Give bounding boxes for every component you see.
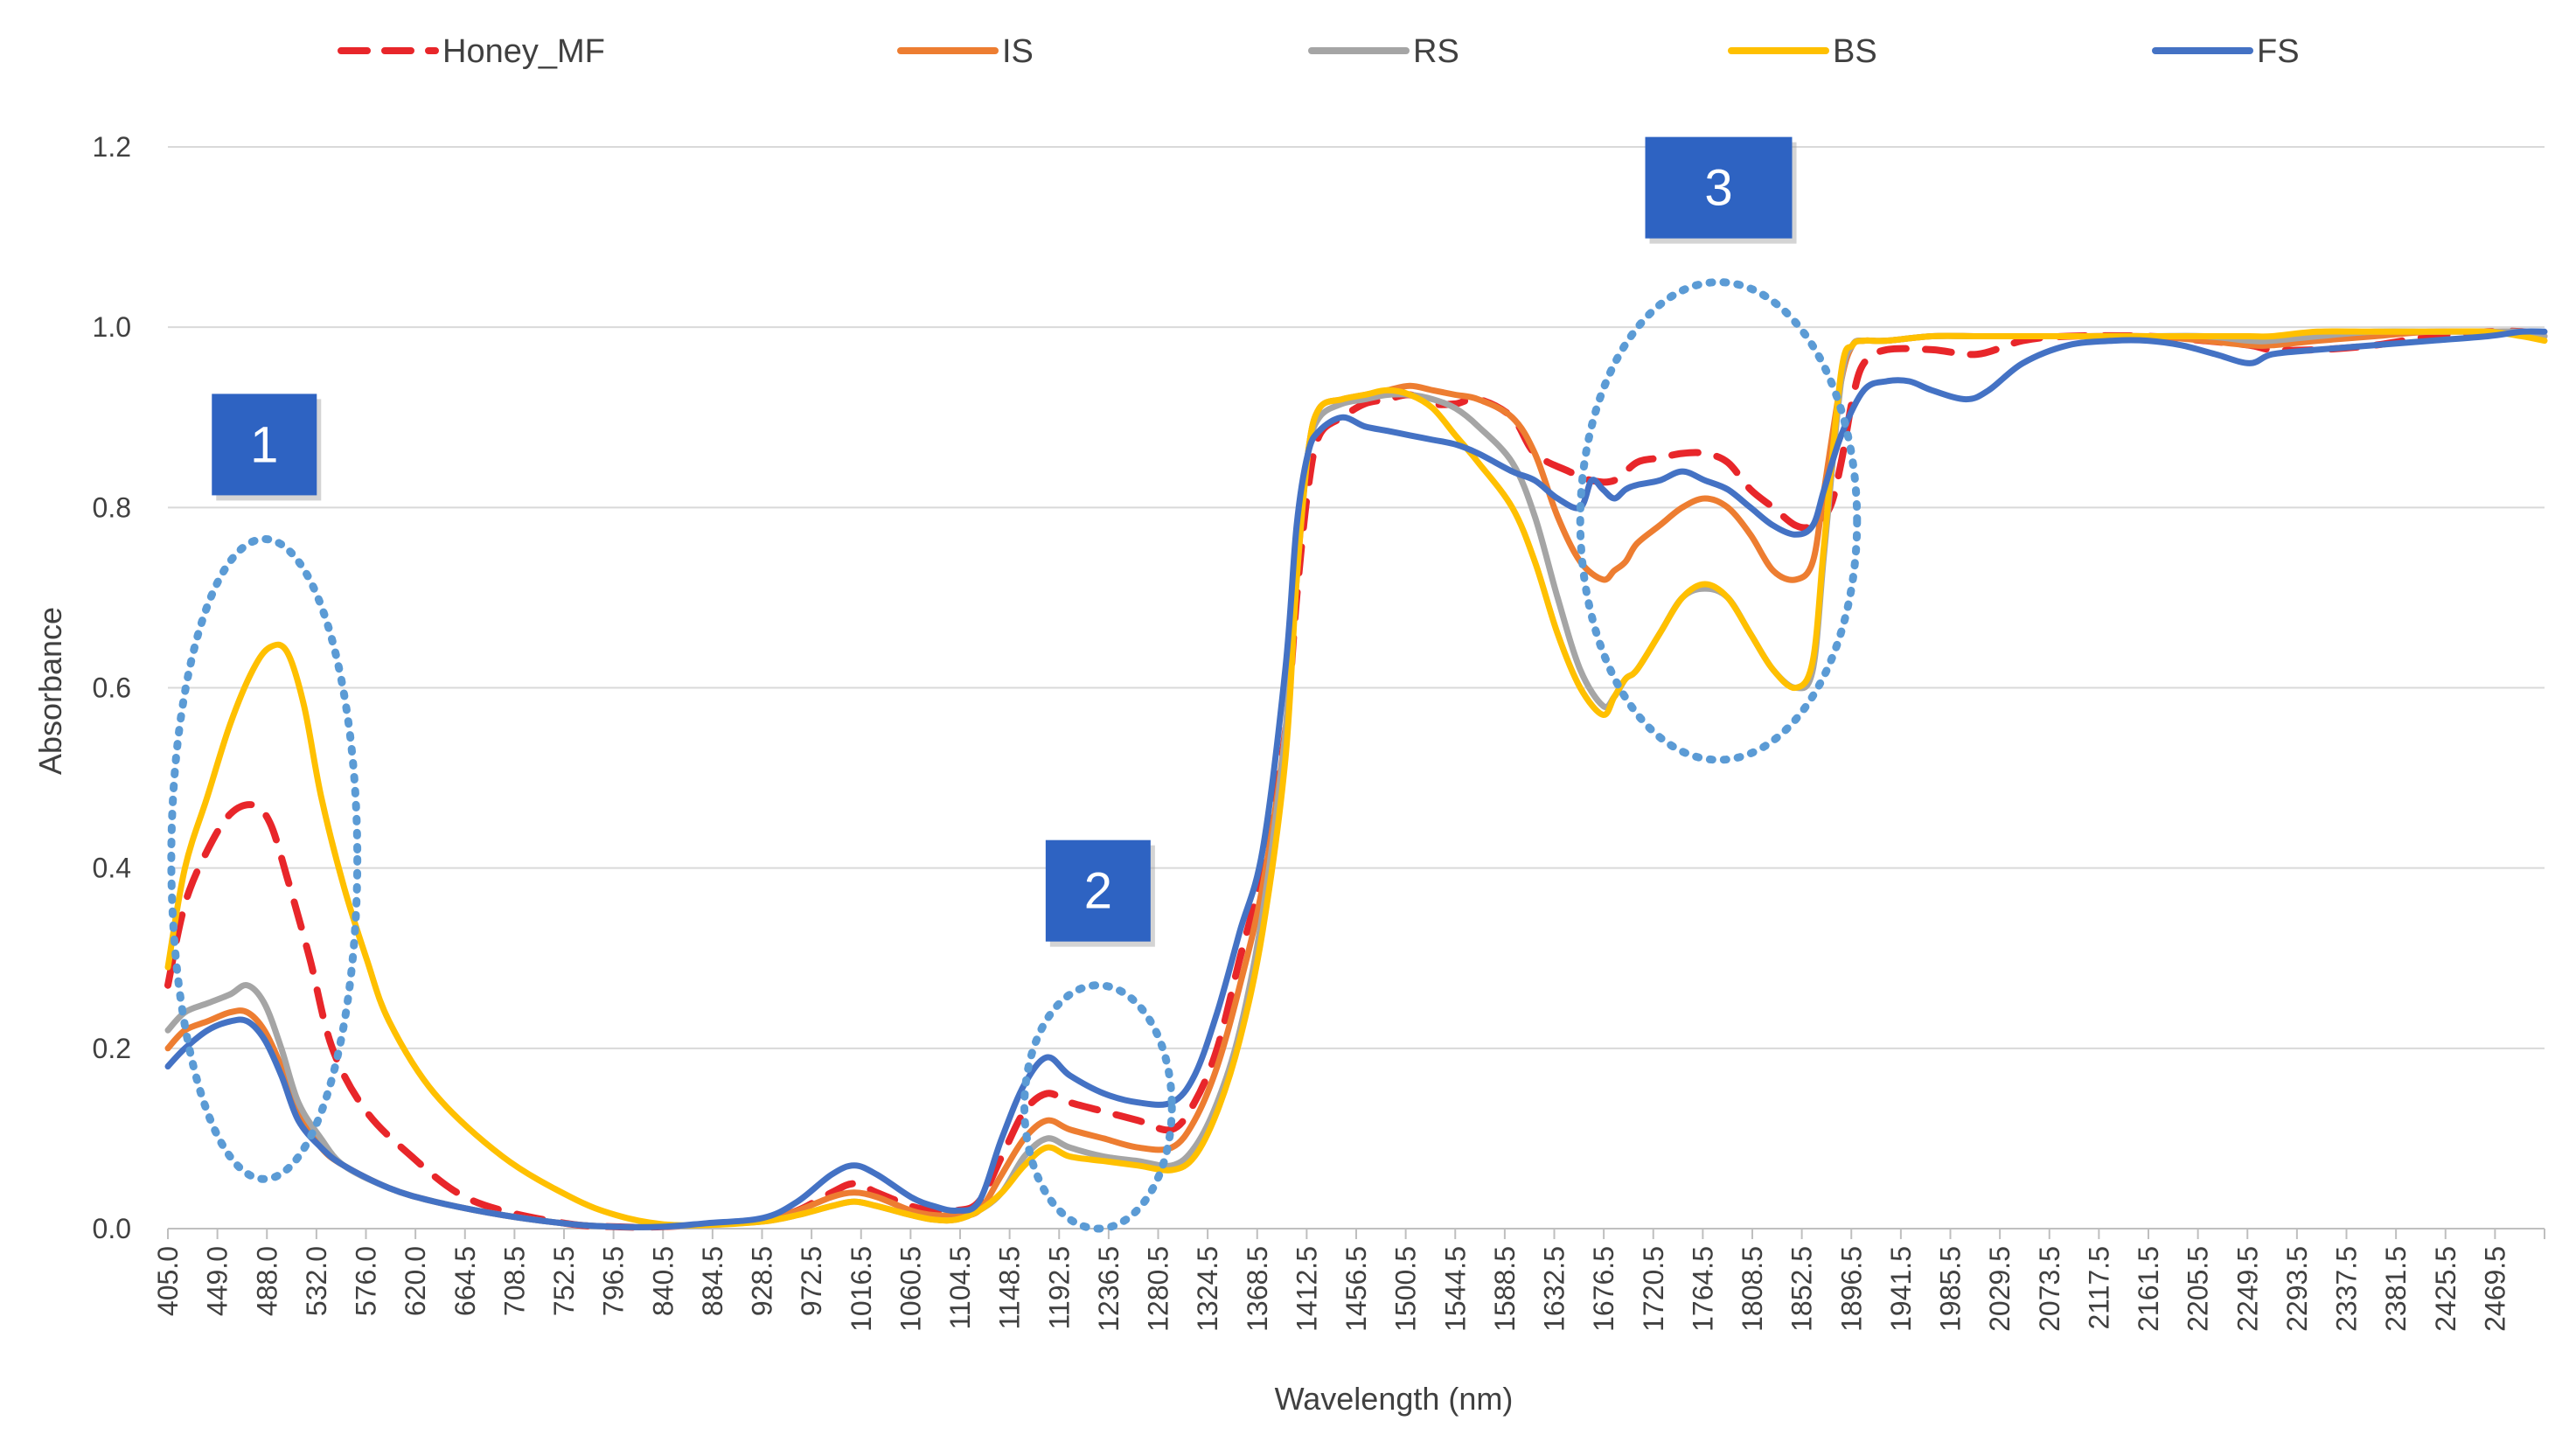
- y-tick-label: 0.8: [93, 491, 131, 523]
- x-tick-label: 2161.5: [2133, 1246, 2164, 1332]
- x-tick-label: 708.5: [498, 1246, 530, 1316]
- x-tick-label: 928.5: [747, 1246, 778, 1316]
- legend-label-is: IS: [1002, 33, 1034, 70]
- x-axis-title: Wavelength (nm): [1275, 1381, 1514, 1417]
- legend-label-honey-mf: Honey_MF: [442, 33, 605, 70]
- region-ellipse-1: [167, 534, 362, 1183]
- x-tick-label: 1236.5: [1093, 1246, 1124, 1332]
- x-tick-label: 664.5: [449, 1246, 481, 1316]
- region-label-1: 1: [250, 416, 278, 473]
- x-tick-label: 1324.5: [1192, 1246, 1223, 1332]
- region-label-2: 2: [1084, 863, 1112, 920]
- x-tick-label: 2469.5: [2479, 1246, 2510, 1332]
- legend-label-rs: RS: [1413, 33, 1459, 70]
- region-ellipse-2: [1020, 981, 1176, 1233]
- x-tick-label: 1412.5: [1291, 1246, 1322, 1332]
- x-tick-label: 1985.5: [1935, 1246, 1967, 1332]
- y-tick-label: 0.4: [93, 853, 131, 884]
- x-tick-label: 2029.5: [1984, 1246, 2016, 1332]
- x-tick-label: 752.5: [548, 1246, 580, 1316]
- x-tick-label: 1368.5: [1242, 1246, 1273, 1332]
- legend-label-bs: BS: [1833, 33, 1877, 70]
- x-tick-label: 1808.5: [1737, 1246, 1768, 1332]
- y-tick-label: 0.6: [93, 672, 131, 704]
- y-axis-title: Absorbance: [32, 607, 68, 775]
- x-tick-label: 1588.5: [1489, 1246, 1521, 1332]
- x-tick-label: 576.0: [351, 1246, 382, 1316]
- x-tick-label: 1192.5: [1043, 1246, 1075, 1330]
- x-tick-label: 884.5: [697, 1246, 728, 1316]
- x-tick-label: 1280.5: [1143, 1246, 1174, 1332]
- data-series: [164, 327, 2548, 1231]
- y-tick-label: 0.2: [93, 1033, 131, 1064]
- x-tick-label: 796.5: [598, 1246, 630, 1316]
- x-tick-label: 1896.5: [1835, 1246, 1867, 1332]
- x-tick-label: 2381.5: [2380, 1246, 2412, 1332]
- x-tick-label: 1764.5: [1687, 1246, 1718, 1332]
- x-tick-label: 1852.5: [1786, 1246, 1818, 1332]
- x-tick-label: 405.0: [152, 1246, 184, 1316]
- gridlines: [168, 146, 2545, 1049]
- x-tick-label: 1456.5: [1340, 1246, 1372, 1332]
- x-tick-label: 1016.5: [846, 1246, 877, 1332]
- legend-label-fs: FS: [2257, 33, 2300, 70]
- region-ellipse-3: [1576, 278, 1862, 764]
- x-tick-label: 488.0: [251, 1246, 282, 1316]
- x-tick-label: 840.5: [647, 1246, 679, 1316]
- x-tick-label: 1632.5: [1539, 1246, 1570, 1332]
- x-tick-label: 2249.5: [2231, 1246, 2263, 1332]
- x-tick-label: 532.0: [301, 1246, 332, 1316]
- series-line-fs: [164, 328, 2548, 1230]
- region-box-3: [1645, 136, 1793, 239]
- x-tick-label: 1104.5: [944, 1246, 976, 1330]
- x-tick-label: 2205.5: [2183, 1246, 2214, 1332]
- x-tick-label: 449.0: [202, 1246, 233, 1316]
- legend: Honey_MF IS RS BS FS: [338, 33, 2300, 70]
- region-label-3: 3: [1704, 160, 1732, 217]
- x-tick-label: 2073.5: [2034, 1246, 2065, 1332]
- y-tick-label: 0.0: [93, 1213, 131, 1244]
- region-box-2: [1045, 839, 1151, 942]
- x-tick-label: 972.5: [796, 1246, 827, 1316]
- region-box-1: [212, 394, 317, 496]
- x-tick-label: 1941.5: [1885, 1246, 1917, 1332]
- x-tick-label: 1060.5: [895, 1246, 926, 1332]
- x-tick-label: 2117.5: [2083, 1246, 2114, 1330]
- axes: 0.0 0.2 0.4 0.6 0.8 1.0 1.2 405.0 449.0 488.0 532.…: [93, 131, 2545, 1332]
- x-tick-label: 2425.5: [2430, 1246, 2461, 1332]
- x-tick-label: 1500.5: [1390, 1246, 1422, 1332]
- y-tick-label: 1.0: [93, 311, 131, 343]
- x-tick-label: 2337.5: [2331, 1246, 2363, 1332]
- x-tick-label: 1676.5: [1588, 1246, 1619, 1332]
- x-tick-label: 620.0: [400, 1246, 431, 1316]
- x-tick-label: 2293.5: [2281, 1246, 2313, 1332]
- region-annotations: 1 2 3: [167, 136, 1862, 1233]
- y-tick-label: 1.2: [93, 131, 131, 163]
- x-tick-label: 1544.5: [1439, 1246, 1471, 1332]
- x-tick-label: 1148.5: [994, 1246, 1026, 1330]
- x-tick-label: 1720.5: [1638, 1246, 1669, 1332]
